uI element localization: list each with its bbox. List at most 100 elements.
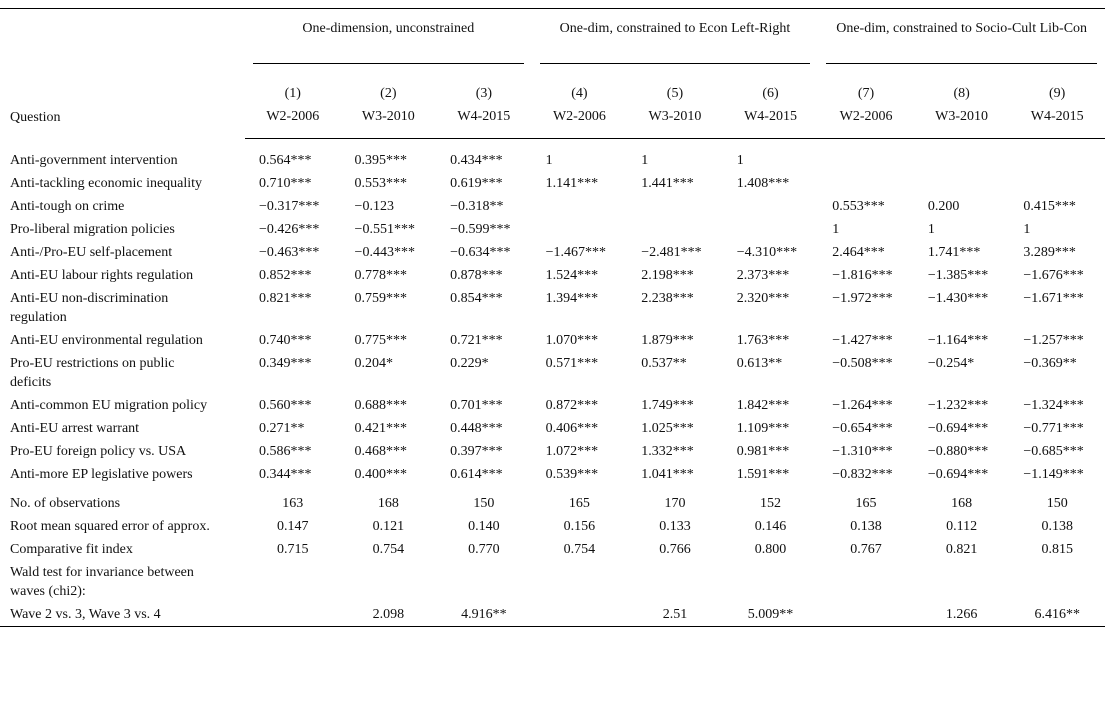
coefficient: 1.763*** [736,333,790,348]
coefficient: 1 [832,222,840,237]
coefficient: −1.427*** [832,333,893,348]
coefficient: −1.972*** [832,291,893,306]
coefficient: 0.721*** [450,333,503,348]
coefficient: 1 [641,153,649,168]
coefficient: 0.400*** [354,467,408,482]
coefficient: 1.025*** [641,421,694,436]
coefficient: −0.880*** [927,444,989,459]
statistic-value: 165 [568,496,590,511]
column-wave: W4-2015 [722,105,819,139]
coefficient: 1.109*** [736,421,790,436]
coefficient: 0.564*** [259,153,312,168]
question-row: Anti-government intervention 0.564*** 0.39… [0,139,1105,173]
statistic-value: 0.800 [754,542,787,557]
statistic-value: 0.821 [945,542,978,557]
question-row: Anti-EU arrest warrant 0.271** 0.421*** 0.4… [0,417,1105,440]
statistic-value: 0.754 [563,542,596,557]
table-body: Anti-government intervention 0.564*** 0.39… [0,139,1105,627]
header-row: (1) (2) (3) (4) (5) (6) (7) (8) (9) [0,74,1105,105]
coefficient: −0.426*** [259,222,320,237]
empty-cell [723,218,819,241]
coefficient: 0.878*** [450,268,503,283]
empty-cell [1009,172,1105,195]
coefficient: 0.204* [354,356,394,371]
statistic-row: No. of observations 163 168 150 165 170 152 165… [0,486,1105,515]
coefficient: −1.264*** [832,398,893,413]
coefficient: −0.369** [1023,356,1077,371]
question-row: Anti-EU environmental regulation 0.740***… [0,329,1105,352]
statistic-value: 5.009** [747,607,794,622]
coefficient: −0.634*** [450,245,511,260]
statistic-value: 0.715 [277,542,309,557]
column-wave: W3-2010 [627,105,723,139]
coefficient: 0.395*** [354,153,408,168]
statistic-value: 150 [473,496,495,511]
statistic-value: 165 [855,496,877,511]
statistic-value: 163 [282,496,304,511]
coefficient: 0.710*** [259,176,312,191]
coefficient: 0.553*** [832,199,885,214]
column-wave: W2-2006 [245,105,341,139]
coefficient: −1.257*** [1023,333,1084,348]
statistic-row: Wald test for invariance between waves (… [0,561,1105,603]
empty-cell [532,603,628,627]
empty-cell [532,195,628,218]
coefficient: 1.141*** [545,176,599,191]
question-label: Pro-EU foreign policy vs. USA [10,444,187,459]
empty-cell [436,561,532,603]
results-table: Question One-dimension, unconstrained One-… [0,8,1105,627]
statistic-value: 152 [760,496,781,511]
coefficient: 0.553*** [354,176,408,191]
table-wrap: Question One-dimension, unconstrained One-… [0,8,1105,627]
coefficient: −1.149*** [1023,467,1084,482]
coefficient: 0.614*** [450,467,503,482]
coefficient: 0.821*** [259,291,312,306]
statistic-value: 168 [377,496,399,511]
coefficient: −1.385*** [927,268,989,283]
empty-cell [1009,139,1105,173]
coefficient: 0.872*** [545,398,599,413]
header-row: Question One-dimension, unconstrained One-… [0,9,1105,125]
coefficient: 1.408*** [736,176,790,191]
table-head: Question One-dimension, unconstrained One-… [0,9,1105,139]
statistic-label: Root mean squared error of approx. [10,519,210,534]
coefficient: 0.613** [736,356,783,371]
column-wave: W3-2010 [340,105,437,139]
question-label: Anti-tackling economic inequality [10,176,203,191]
question-row: Anti-tough on crime −0.317*** −0.123 −0.318… [0,195,1105,218]
coefficient: 1 [1023,222,1031,237]
empty-cell [723,195,819,218]
statistic-value: 0.133 [659,519,691,534]
coefficient: 1.749*** [641,398,694,413]
question-row: Anti-EU non-discrimination regulation 0.8… [0,287,1105,329]
coefficient: 0.537** [641,356,687,371]
coefficient: 0.448*** [450,421,503,436]
empty-cell [532,561,628,603]
statistic-value: 0.754 [372,542,405,557]
coefficient: 0.586*** [259,444,312,459]
column-number: (7) [857,86,875,101]
question-label: Anti-more EP legislative powers [10,467,193,482]
coefficient: 0.560*** [259,398,312,413]
coefficient: −1.816*** [832,268,893,283]
coefficient: 1.842*** [736,398,790,413]
question-row: Pro-EU restrictions on public deficits 0.… [0,352,1105,394]
coefficient: 0.349*** [259,356,312,371]
coefficient: −0.694*** [927,467,989,482]
column-number: (5) [666,86,684,101]
column-wave: W4-2015 [1009,105,1105,139]
coefficient: −0.463*** [259,245,320,260]
statistic-value: 0.121 [372,519,405,534]
statistic-value: 0.140 [468,519,500,534]
statistic-value: 2.098 [372,607,405,622]
coefficient: 3.289*** [1023,245,1076,260]
statistic-value: 0.766 [659,542,691,557]
column-wave: W4-2015 [436,105,532,139]
question-row: Anti-common EU migration policy 0.560*** 0… [0,394,1105,417]
statistic-value: 0.112 [946,519,978,534]
empty-cell [818,603,914,627]
coefficient: −0.443*** [354,245,415,260]
coefficient: −0.508*** [832,356,893,371]
